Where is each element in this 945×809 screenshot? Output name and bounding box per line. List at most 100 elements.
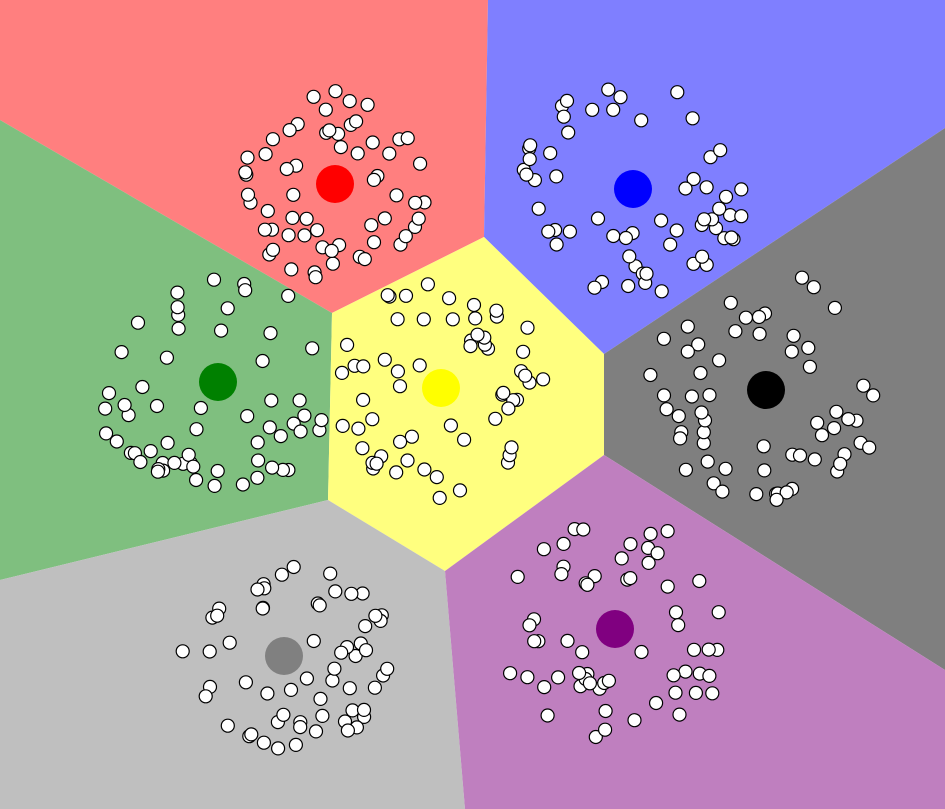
data-point-purple xyxy=(503,666,518,681)
data-point-purple xyxy=(575,645,590,660)
data-point-black xyxy=(702,388,717,403)
data-point-yellow xyxy=(416,312,431,327)
data-point-gray xyxy=(175,644,190,659)
data-point-black xyxy=(806,280,821,295)
data-point-gray xyxy=(255,601,270,616)
data-point-red xyxy=(238,165,253,180)
data-point-purple xyxy=(634,644,649,660)
data-point-yellow xyxy=(429,470,444,485)
data-point-yellow xyxy=(398,288,414,303)
data-point-gray xyxy=(327,661,342,676)
data-point-green xyxy=(297,408,312,423)
data-point-gray xyxy=(286,559,301,575)
data-point-yellow xyxy=(518,368,533,383)
data-point-green xyxy=(193,400,208,416)
data-point-blue xyxy=(541,224,556,239)
data-point-black xyxy=(841,412,856,427)
data-point-red xyxy=(325,256,340,271)
data-point-blue xyxy=(587,280,602,295)
data-point-black xyxy=(756,439,771,454)
data-point-green xyxy=(170,300,185,315)
data-point-green xyxy=(314,413,329,428)
data-point-black xyxy=(826,421,842,436)
data-point-purple xyxy=(650,546,665,561)
data-point-green xyxy=(238,283,253,298)
data-point-gray xyxy=(356,702,372,718)
data-point-purple xyxy=(686,642,702,657)
data-point-black xyxy=(680,319,695,334)
data-point-yellow xyxy=(452,483,468,498)
data-point-purple xyxy=(643,526,658,542)
data-point-blue xyxy=(549,237,564,252)
data-point-purple xyxy=(571,665,587,681)
data-point-purple xyxy=(536,542,552,557)
data-point-purple xyxy=(660,523,675,539)
data-point-green xyxy=(171,321,186,336)
data-point-red xyxy=(318,102,333,117)
data-point-purple xyxy=(671,617,686,633)
data-point-black xyxy=(801,340,816,355)
data-point-black xyxy=(833,456,848,471)
data-point-blue xyxy=(618,230,634,246)
data-point-yellow xyxy=(335,418,350,433)
data-point-blue xyxy=(699,180,714,195)
data-point-green xyxy=(109,434,124,449)
data-point-black xyxy=(680,344,695,359)
data-point-purple xyxy=(588,729,603,745)
data-point-gray xyxy=(299,671,314,686)
centroid-green xyxy=(199,363,237,401)
data-point-green xyxy=(210,463,225,479)
data-point-red xyxy=(322,123,337,138)
data-point-black xyxy=(779,485,794,500)
data-point-yellow xyxy=(432,490,447,505)
centroid-black xyxy=(747,371,785,409)
data-point-red xyxy=(265,242,281,257)
data-point-purple xyxy=(648,695,664,711)
data-point-gray xyxy=(306,633,321,649)
data-point-gray xyxy=(315,708,330,724)
data-point-green xyxy=(251,453,266,468)
data-point-blue xyxy=(678,181,693,196)
data-point-green xyxy=(292,393,307,408)
data-point-gray xyxy=(367,680,382,695)
data-point-green xyxy=(265,460,280,475)
data-point-black xyxy=(794,270,810,285)
data-point-yellow xyxy=(443,418,458,433)
data-point-green xyxy=(273,429,288,444)
data-point-black xyxy=(802,359,818,374)
data-point-yellow xyxy=(351,421,366,436)
data-point-red xyxy=(398,229,413,244)
data-point-red xyxy=(333,140,348,155)
data-point-red xyxy=(365,135,380,150)
data-point-blue xyxy=(686,171,701,187)
data-point-purple xyxy=(688,685,704,701)
data-point-red xyxy=(284,262,299,277)
data-point-yellow xyxy=(515,344,531,359)
data-point-blue xyxy=(601,82,616,97)
data-point-red xyxy=(281,228,296,243)
data-point-red xyxy=(285,210,300,225)
data-point-purple xyxy=(537,679,552,695)
data-point-purple xyxy=(668,685,683,700)
data-point-green xyxy=(135,379,150,395)
data-point-red xyxy=(306,89,321,104)
data-point-purple xyxy=(672,707,687,722)
data-point-blue xyxy=(713,143,728,158)
data-point-black xyxy=(691,337,706,352)
data-point-blue xyxy=(653,213,669,228)
data-point-blue xyxy=(561,125,576,140)
data-point-gray xyxy=(283,682,299,698)
data-point-red xyxy=(411,211,426,226)
data-point-purple xyxy=(510,569,525,585)
data-point-purple xyxy=(711,605,726,620)
data-point-green xyxy=(250,435,265,450)
data-point-green xyxy=(98,426,114,441)
data-point-gray xyxy=(274,567,289,582)
data-point-yellow xyxy=(496,385,511,400)
data-point-yellow xyxy=(356,359,371,374)
data-point-green xyxy=(207,478,222,493)
data-point-purple xyxy=(520,670,535,685)
data-point-yellow xyxy=(501,401,516,416)
data-point-black xyxy=(700,454,715,469)
centroid-gray xyxy=(265,637,303,675)
